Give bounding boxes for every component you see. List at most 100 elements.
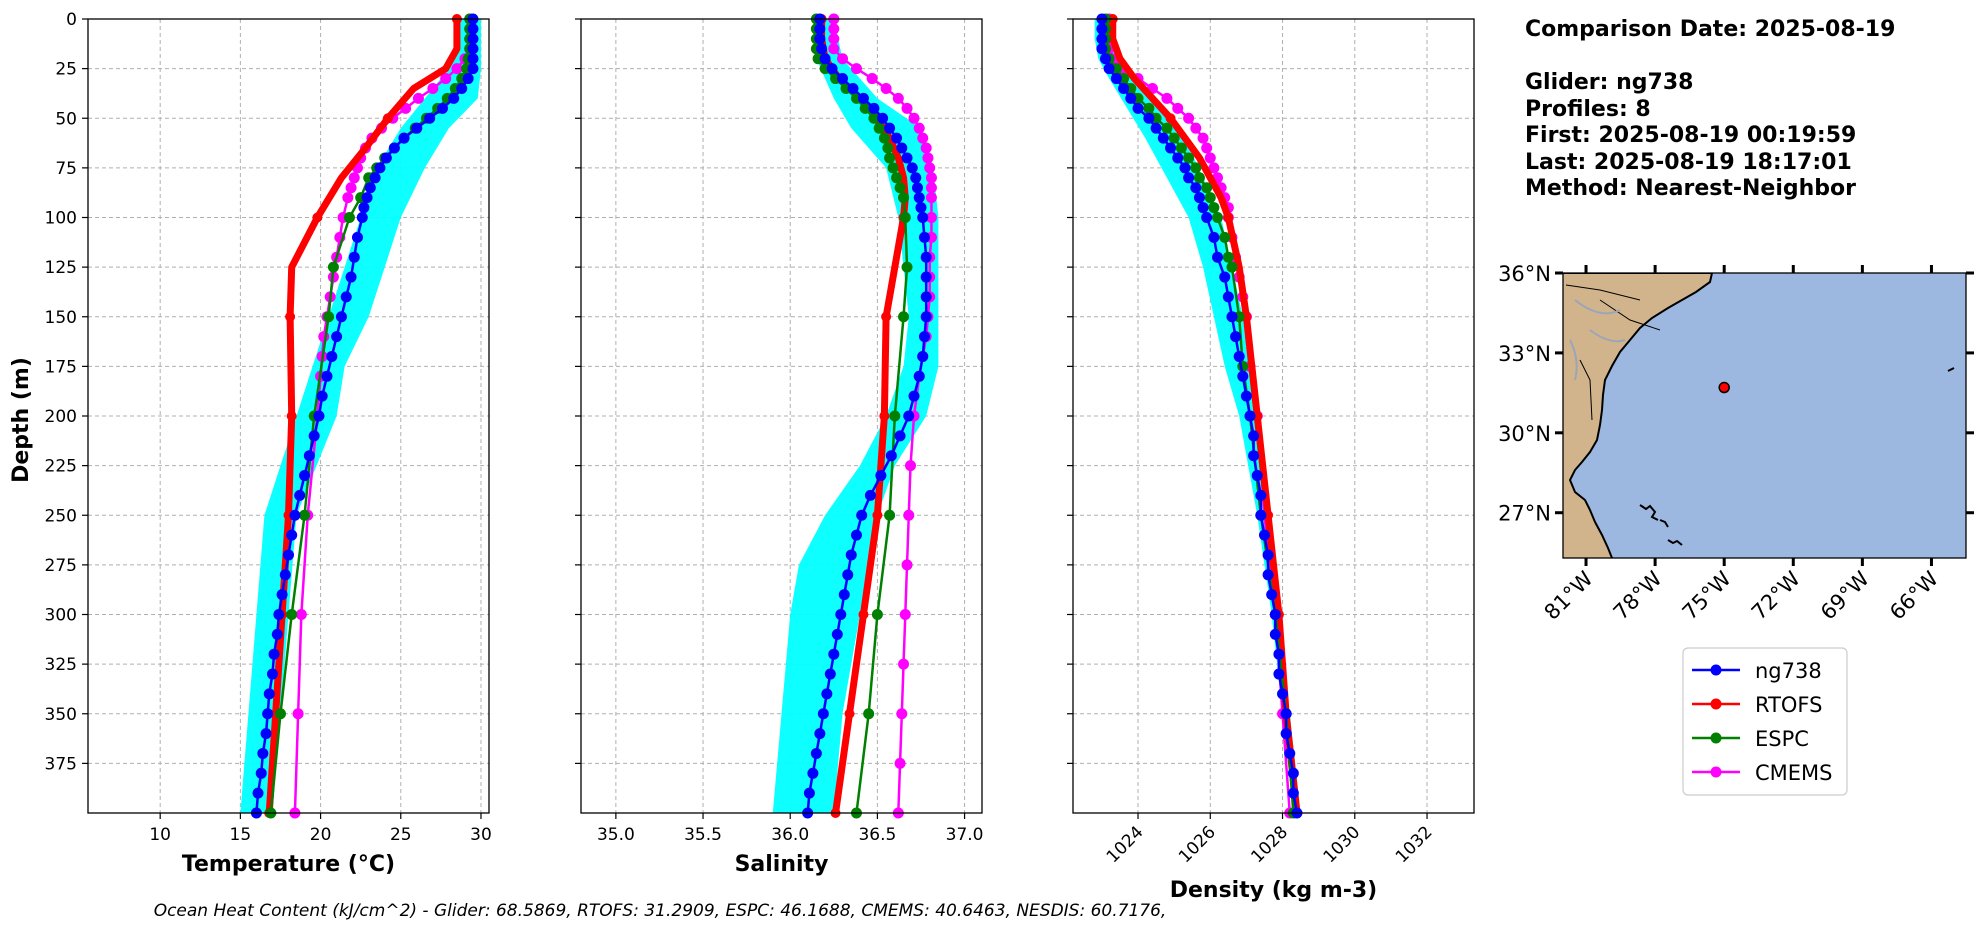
CMEMS-point bbox=[1183, 112, 1195, 124]
x-tick-label: 1032 bbox=[1392, 822, 1437, 867]
RTOFS-point bbox=[382, 113, 393, 124]
CMEMS-point bbox=[837, 53, 849, 65]
ESPC-point bbox=[1208, 202, 1220, 214]
ESPC-point bbox=[873, 122, 885, 134]
ng738-point bbox=[1269, 628, 1281, 640]
CMEMS-point bbox=[850, 63, 862, 75]
info-block: Comparison Date: 2025-08-19 Glider: ng73… bbox=[1525, 17, 1895, 201]
map-land bbox=[1563, 273, 1712, 558]
bahamas-islands bbox=[1639, 504, 1683, 546]
ng738-point bbox=[1096, 23, 1108, 35]
x-tick-label: 25 bbox=[390, 825, 412, 845]
ESPC-point bbox=[1212, 212, 1224, 223]
ng738-point bbox=[920, 311, 932, 323]
coastline bbox=[1563, 273, 1714, 558]
y-tick-label: 0 bbox=[66, 10, 77, 30]
ESPC-point bbox=[859, 102, 871, 114]
ng738-point bbox=[456, 82, 468, 94]
x-tick-label: 15 bbox=[230, 825, 252, 845]
ng738-point bbox=[1244, 410, 1256, 422]
CMEMS-point bbox=[318, 331, 330, 343]
ng738-point bbox=[1240, 390, 1252, 402]
ng738-point bbox=[1190, 182, 1202, 194]
ng738-point bbox=[920, 251, 932, 263]
ng738-point bbox=[294, 489, 306, 501]
ng738-point bbox=[810, 747, 822, 759]
map-frame bbox=[1562, 272, 1967, 559]
ng738-point bbox=[875, 470, 887, 482]
RTOFS-point bbox=[844, 708, 855, 719]
CMEMS-point bbox=[1208, 162, 1220, 174]
map-lat-label: 27°N bbox=[1498, 502, 1551, 526]
ng738-point bbox=[908, 390, 920, 402]
x-tick-label: 35.5 bbox=[684, 825, 722, 845]
ng738-point bbox=[856, 509, 868, 521]
info-line-method: Method: Nearest-Neighbor bbox=[1525, 176, 1856, 201]
ng738-point bbox=[286, 529, 298, 541]
CMEMS-point bbox=[898, 658, 910, 670]
ng738-point bbox=[326, 350, 338, 362]
ng738-point bbox=[842, 569, 854, 581]
ng738-point bbox=[1269, 609, 1281, 620]
ng738-point bbox=[1226, 311, 1238, 323]
ng738-point bbox=[864, 489, 876, 501]
ESPC-point bbox=[882, 142, 894, 154]
legend-label-espc: ESPC bbox=[1755, 727, 1809, 751]
ng738-point bbox=[380, 152, 392, 164]
map-lat-label: 36°N bbox=[1498, 262, 1551, 286]
CMEMS-point bbox=[828, 43, 840, 55]
ng738-point bbox=[920, 291, 932, 303]
ng738-point bbox=[1287, 787, 1299, 799]
map-lat-label: 30°N bbox=[1498, 422, 1551, 446]
info-line-first: First: 2025-08-19 00:19:59 bbox=[1525, 123, 1856, 148]
ng738-point bbox=[1179, 162, 1191, 174]
map-lon-label: 75°W bbox=[1678, 566, 1736, 624]
x-tick-label: 35.0 bbox=[597, 825, 635, 845]
y-tick-label: 125 bbox=[45, 258, 77, 278]
CMEMS-point bbox=[866, 73, 878, 85]
glider-location-marker bbox=[1718, 381, 1730, 394]
ng738-point bbox=[896, 142, 908, 154]
legend-marker-cmems bbox=[1710, 766, 1722, 778]
ng738-point bbox=[388, 142, 400, 154]
ng738-point bbox=[411, 122, 423, 134]
ng738-point bbox=[1197, 202, 1209, 214]
ng738-point bbox=[1100, 53, 1112, 65]
CMEMS-point bbox=[1201, 142, 1213, 154]
y-tick-label: 50 bbox=[55, 109, 77, 129]
ng738-point bbox=[345, 271, 357, 283]
ng738-point bbox=[1208, 231, 1220, 243]
glider-spread-band bbox=[772, 19, 939, 813]
CMEMS-point bbox=[894, 757, 906, 769]
ng738-point bbox=[351, 231, 363, 243]
ESPC-point bbox=[1193, 172, 1205, 184]
map-lon-label: 69°W bbox=[1816, 566, 1874, 624]
x-tick-label: 20 bbox=[310, 825, 332, 845]
CMEMS-point bbox=[292, 708, 304, 720]
legend: ng738 RTOFS ESPC CMEMS bbox=[1682, 647, 1848, 796]
ng738-point bbox=[911, 182, 923, 194]
ng738-point bbox=[891, 132, 903, 144]
density-panel: 1024 1026 1028 1030 1032 Density (kg m-3) bbox=[1067, 13, 1475, 903]
ng738-point bbox=[1183, 172, 1195, 184]
ESPC-point bbox=[1161, 122, 1173, 134]
ng738-point bbox=[1118, 82, 1130, 94]
map-lon-label: 81°W bbox=[1540, 566, 1598, 624]
CMEMS-point bbox=[899, 609, 911, 620]
ng738-point bbox=[835, 609, 847, 620]
ng738-point bbox=[303, 450, 315, 462]
CMEMS-point bbox=[427, 82, 439, 94]
CMEMS-point bbox=[1172, 102, 1184, 114]
ng738-point bbox=[837, 73, 849, 85]
temperature-panel: 10 15 20 25 30025507510012515017520022525027… bbox=[45, 10, 492, 877]
ng738-point bbox=[1201, 212, 1213, 223]
ng738-point bbox=[467, 33, 479, 45]
ng738-point bbox=[1280, 728, 1292, 740]
rivers bbox=[1569, 299, 1626, 381]
CMEMS-point bbox=[901, 559, 913, 571]
ng738-point bbox=[374, 162, 386, 174]
legend-box bbox=[1682, 647, 1848, 796]
y-tick-label: 250 bbox=[45, 506, 77, 526]
ng738-point bbox=[817, 708, 829, 720]
x-tick-label: 1024 bbox=[1103, 822, 1148, 867]
